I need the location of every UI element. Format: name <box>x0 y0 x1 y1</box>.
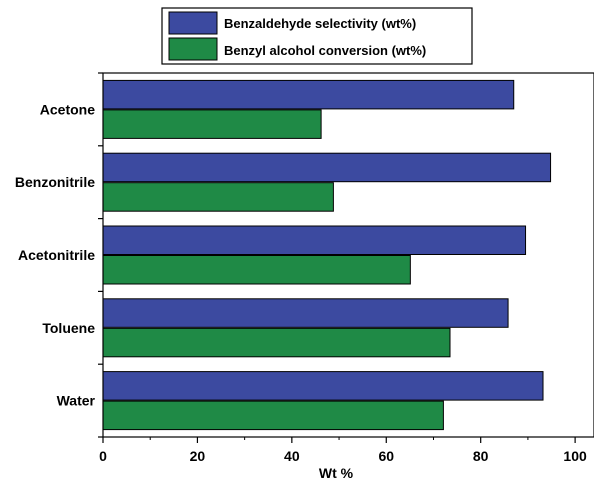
bar-toluene-conversion <box>102 327 451 358</box>
bar-benzonitrile-conversion <box>102 182 334 212</box>
y-tick-label-water: Water <box>57 393 96 409</box>
bar-acetonitrile-selectivity <box>102 225 527 255</box>
plot-area <box>102 79 552 431</box>
x-tick-label-100: 100 <box>563 448 587 464</box>
bar-water-selectivity <box>102 371 544 401</box>
y-tick-label-benzonitrile: Benzonitrile <box>15 174 95 190</box>
x-tick-label-40: 40 <box>284 448 300 464</box>
x-tick-label-60: 60 <box>378 448 394 464</box>
legend: Benzaldehyde selectivity (wt%) Benzyl al… <box>161 7 473 65</box>
y-tick-label-toluene: Toluene <box>42 320 95 336</box>
y-tick-label-acetonitrile: Acetonitrile <box>18 247 95 263</box>
bar-acetone-selectivity <box>102 79 515 110</box>
x-tick-label-0: 0 <box>99 448 107 464</box>
bar-acetonitrile-conversion <box>102 255 411 285</box>
x-tick-label-80: 80 <box>473 448 489 464</box>
bar-acetone-conversion <box>102 109 322 139</box>
x-tick-label-20: 20 <box>190 448 206 464</box>
bar-water-conversion <box>102 400 444 431</box>
y-axis: Acetone Benzonitrile Acetonitrile Toluene Wa… <box>15 72 103 438</box>
x-axis: 0 20 40 60 80 100 <box>99 437 587 464</box>
legend-swatch-conversion <box>168 37 218 61</box>
bar-toluene-selectivity <box>102 298 509 328</box>
legend-label-conversion: Benzyl alcohol conversion (wt%) <box>224 43 426 58</box>
legend-swatch-selectivity <box>168 11 218 35</box>
y-tick-label-acetone: Acetone <box>40 101 95 117</box>
plot-frame <box>102 72 594 438</box>
bar-benzonitrile-selectivity <box>102 152 552 183</box>
legend-label-selectivity: Benzaldehyde selectivity (wt%) <box>224 16 416 31</box>
x-axis-title: Wt % <box>319 465 354 481</box>
